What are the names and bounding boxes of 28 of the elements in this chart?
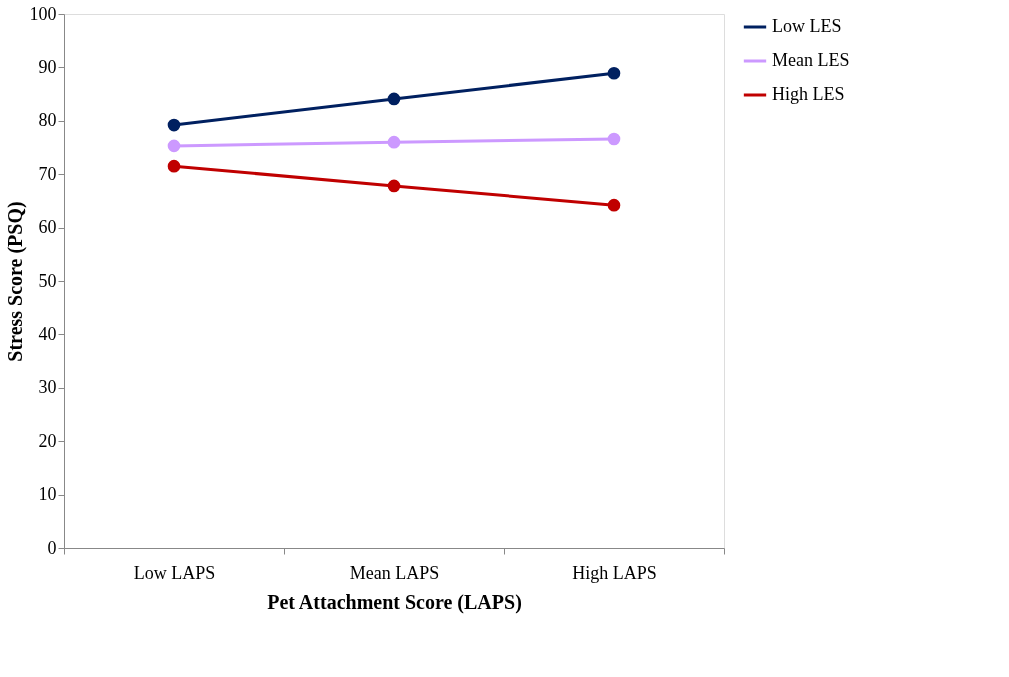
- point: [607, 66, 621, 80]
- point: [167, 118, 181, 132]
- point: [167, 159, 181, 173]
- point: [387, 92, 401, 106]
- y-tick-label: 40: [38, 323, 57, 344]
- legend-label: Mean LES: [772, 50, 850, 70]
- point: [387, 179, 401, 193]
- point: [607, 198, 621, 212]
- y-tick-label: 60: [38, 217, 57, 238]
- point: [387, 135, 401, 149]
- point: [607, 132, 621, 146]
- y-tick-label: 30: [38, 377, 57, 398]
- point: [167, 139, 181, 153]
- y-tick-label: 90: [38, 56, 57, 77]
- y-tick-label: 100: [29, 3, 57, 24]
- y-tick-label: 80: [38, 110, 57, 131]
- x-tick-label: High LAPS: [572, 562, 657, 583]
- y-tick-label: 20: [38, 430, 57, 451]
- legend-label: Low LES: [772, 16, 842, 36]
- x-tick-label: Mean LAPS: [349, 562, 440, 583]
- y-axis-title: Stress Score (PSQ): [3, 201, 27, 362]
- y-tick-label: 50: [38, 270, 57, 291]
- y-tick-label: 10: [38, 484, 57, 505]
- y-tick-label: 0: [47, 537, 57, 558]
- x-tick-label: Low LAPS: [133, 562, 216, 583]
- y-tick-label: 70: [38, 163, 57, 184]
- x-axis-title: Pet Attachment Score (LAPS): [267, 590, 522, 614]
- legend-label: High LES: [772, 84, 845, 104]
